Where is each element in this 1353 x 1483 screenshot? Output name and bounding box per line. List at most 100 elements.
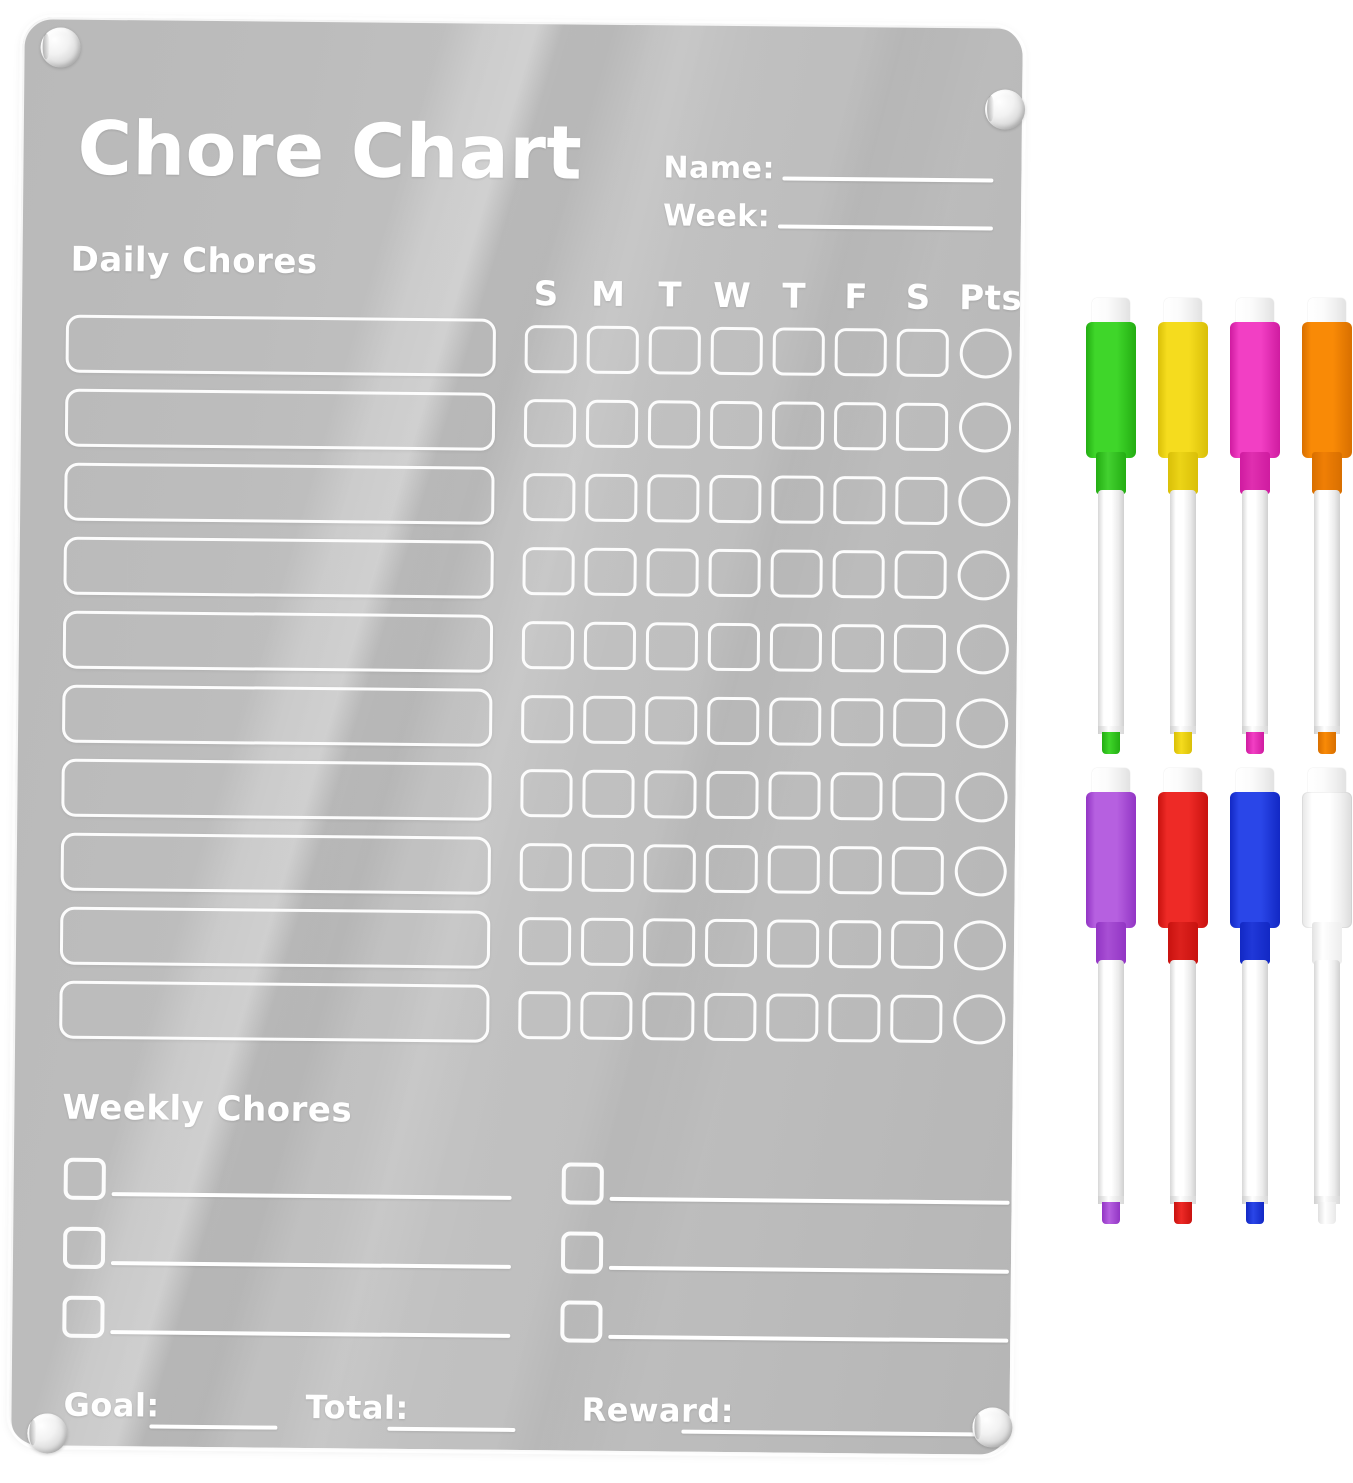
points-circle[interactable]	[956, 624, 1010, 675]
chore-checkbox[interactable]	[830, 697, 884, 747]
chore-checkbox[interactable]	[580, 991, 633, 1041]
points-circle[interactable]	[959, 328, 1012, 379]
points-circle[interactable]	[957, 550, 1010, 601]
chore-checkbox[interactable]	[583, 621, 637, 671]
daily-chore-input-6[interactable]	[61, 758, 492, 821]
chore-checkbox[interactable]	[832, 549, 885, 599]
chore-checkbox[interactable]	[771, 475, 824, 524]
chore-checkbox[interactable]	[645, 622, 699, 671]
points-circle[interactable]	[954, 846, 1007, 897]
chore-checkbox[interactable]	[518, 916, 572, 966]
chore-checkbox[interactable]	[585, 399, 639, 449]
chore-checkbox[interactable]	[709, 474, 762, 524]
chore-checkbox[interactable]	[893, 624, 947, 674]
chore-checkbox[interactable]	[896, 328, 949, 378]
chore-checkbox[interactable]	[704, 918, 758, 968]
weekly-chore-checkbox[interactable]	[63, 1157, 106, 1201]
points-circle[interactable]	[953, 920, 1007, 971]
chore-checkbox[interactable]	[890, 994, 943, 1044]
week-field-row[interactable]: Week:	[663, 185, 993, 236]
chore-checkbox[interactable]	[642, 992, 695, 1041]
chore-checkbox[interactable]	[647, 400, 701, 449]
points-circle[interactable]	[953, 994, 1006, 1045]
chore-checkbox[interactable]	[705, 844, 759, 894]
daily-chore-input-8[interactable]	[59, 906, 491, 969]
points-circle[interactable]	[958, 476, 1011, 527]
chore-checkbox[interactable]	[828, 993, 881, 1043]
chore-checkbox[interactable]	[892, 698, 946, 748]
chore-checkbox[interactable]	[582, 769, 635, 819]
chore-checkbox[interactable]	[895, 476, 948, 526]
chore-checkbox[interactable]	[644, 696, 698, 745]
footer-write-line-1[interactable]	[387, 1426, 516, 1432]
chore-checkbox[interactable]	[707, 622, 761, 672]
chore-checkbox[interactable]	[582, 695, 636, 745]
weekly-chore-write-line[interactable]	[608, 1334, 1009, 1343]
chore-checkbox[interactable]	[523, 399, 577, 448]
footer-write-line-0[interactable]	[149, 1424, 278, 1430]
chore-checkbox[interactable]	[521, 621, 575, 670]
chore-checkbox[interactable]	[522, 547, 575, 596]
chore-checkbox[interactable]	[772, 327, 825, 376]
name-write-line[interactable]	[782, 176, 994, 183]
chore-checkbox[interactable]	[580, 917, 634, 967]
chore-checkbox[interactable]	[891, 846, 944, 896]
name-field-row[interactable]: Name:	[663, 137, 994, 188]
daily-chore-input-1[interactable]	[64, 388, 496, 451]
chore-checkbox[interactable]	[523, 473, 576, 522]
daily-chore-input-9[interactable]	[59, 980, 490, 1043]
daily-chore-input-7[interactable]	[60, 832, 492, 895]
weekly-chore-checkbox[interactable]	[561, 1162, 604, 1205]
points-circle[interactable]	[955, 698, 1009, 749]
chore-checkbox[interactable]	[524, 325, 577, 374]
chore-checkbox[interactable]	[829, 845, 882, 895]
chore-checkbox[interactable]	[766, 993, 819, 1042]
chore-checkbox[interactable]	[647, 474, 700, 523]
points-circle[interactable]	[958, 402, 1012, 453]
chore-checkbox[interactable]	[710, 326, 763, 376]
chore-checkbox[interactable]	[833, 475, 886, 525]
chore-checkbox[interactable]	[708, 548, 761, 598]
chore-checkbox[interactable]	[644, 770, 697, 819]
daily-chore-input-2[interactable]	[64, 462, 495, 525]
points-circle[interactable]	[955, 772, 1008, 823]
weekly-chore-checkbox[interactable]	[62, 1295, 105, 1339]
chore-checkbox[interactable]	[828, 919, 882, 969]
chore-checkbox[interactable]	[892, 772, 945, 822]
chore-checkbox[interactable]	[894, 550, 947, 600]
week-write-line[interactable]	[778, 224, 993, 231]
chore-checkbox[interactable]	[830, 771, 883, 821]
chore-checkbox[interactable]	[709, 400, 763, 450]
chore-checkbox[interactable]	[520, 695, 574, 744]
chore-checkbox[interactable]	[833, 401, 887, 451]
chore-checkbox[interactable]	[890, 920, 944, 970]
daily-chore-input-0[interactable]	[65, 314, 497, 377]
weekly-chore-write-line[interactable]	[609, 1196, 1010, 1205]
chore-checkbox[interactable]	[770, 549, 823, 598]
chore-checkbox[interactable]	[706, 770, 759, 820]
chore-checkbox[interactable]	[768, 697, 822, 746]
chore-checkbox[interactable]	[520, 768, 573, 818]
chore-checkbox[interactable]	[585, 473, 638, 523]
chore-checkbox[interactable]	[704, 992, 757, 1042]
chore-checkbox[interactable]	[767, 845, 820, 894]
chore-checkbox[interactable]	[771, 401, 825, 450]
weekly-chore-checkbox[interactable]	[560, 1300, 603, 1343]
chore-checkbox[interactable]	[519, 842, 573, 892]
chore-checkbox[interactable]	[766, 919, 820, 968]
chore-checkbox[interactable]	[834, 327, 887, 377]
chore-checkbox[interactable]	[895, 402, 949, 452]
chore-checkbox[interactable]	[768, 771, 821, 820]
chore-checkbox[interactable]	[642, 918, 696, 967]
weekly-chore-write-line[interactable]	[110, 1261, 511, 1269]
daily-chore-input-5[interactable]	[61, 684, 493, 747]
daily-chore-input-3[interactable]	[63, 536, 494, 599]
chore-checkbox[interactable]	[586, 325, 639, 375]
chore-checkbox[interactable]	[518, 990, 571, 1040]
weekly-chore-write-line[interactable]	[111, 1192, 512, 1200]
chore-checkbox[interactable]	[648, 326, 701, 375]
chore-checkbox[interactable]	[646, 548, 699, 597]
chore-checkbox[interactable]	[584, 547, 637, 597]
weekly-chore-write-line[interactable]	[608, 1265, 1009, 1274]
chore-checkbox[interactable]	[581, 843, 635, 893]
